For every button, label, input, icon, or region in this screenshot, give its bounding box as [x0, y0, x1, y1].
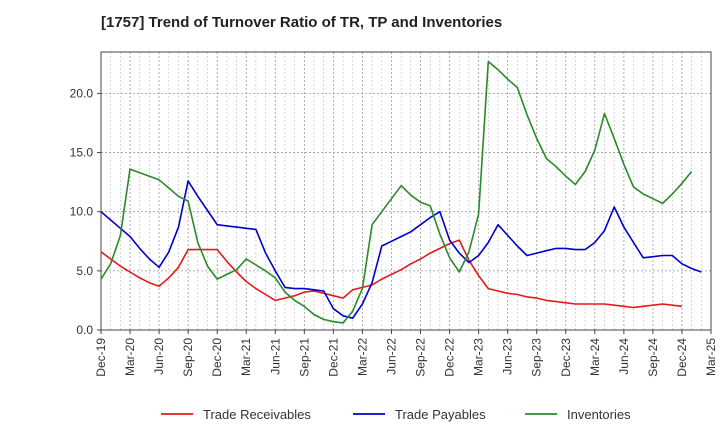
x-tick-label: Mar-21 [239, 338, 253, 376]
legend-label-inventories: Inventories [567, 407, 631, 422]
plot-frame [100, 51, 712, 331]
x-tick-label: Jun-22 [384, 338, 398, 375]
x-tick-label: Dec-19 [94, 338, 108, 377]
x-tick-label: Sep-24 [646, 338, 660, 377]
x-tick-label: Mar-20 [123, 338, 137, 376]
legend: Trade Receivables Trade Payables Inventori… [161, 407, 631, 422]
y-tick-label: 5.0 [76, 264, 93, 278]
legend-label-trade-payables: Trade Payables [395, 407, 486, 422]
x-tick-label: Dec-22 [443, 338, 457, 377]
series-line-trade-payables [100, 180, 702, 319]
legend-label-trade-receivables: Trade Receivables [203, 407, 311, 422]
x-tick-label: Jun-21 [268, 338, 282, 375]
x-tick-label: Jun-20 [152, 338, 166, 375]
x-tick-label: Mar-25 [704, 338, 718, 376]
x-tick-label: Mar-23 [472, 338, 486, 376]
chart-title: [1757] Trend of Turnover Ratio of TR, TP… [101, 14, 503, 31]
x-tick-label: Dec-20 [210, 338, 224, 377]
x-tick-label: Dec-21 [326, 338, 340, 377]
x-tick-label: Jun-23 [501, 338, 515, 375]
x-tick-label: Sep-20 [181, 338, 195, 377]
y-tick-label: 20.0 [70, 86, 94, 100]
series-group [100, 60, 702, 324]
y-tick-label: 10.0 [70, 205, 94, 219]
series-line-trade-receivables [100, 239, 683, 309]
y-tick-label: 15.0 [70, 146, 94, 160]
x-tick-label: Dec-23 [559, 338, 573, 377]
x-tick-label: Mar-22 [355, 338, 369, 376]
x-tick-label: Sep-22 [414, 338, 428, 377]
x-tick-label: Sep-21 [297, 338, 311, 377]
series-line-inventories [100, 60, 693, 324]
x-tick-label: Dec-24 [675, 338, 689, 377]
y-tick-label: 0.0 [76, 323, 93, 337]
x-tick-label: Sep-23 [530, 338, 544, 377]
x-tick-label: Mar-24 [588, 338, 602, 376]
x-tick-label: Jun-24 [617, 338, 631, 375]
